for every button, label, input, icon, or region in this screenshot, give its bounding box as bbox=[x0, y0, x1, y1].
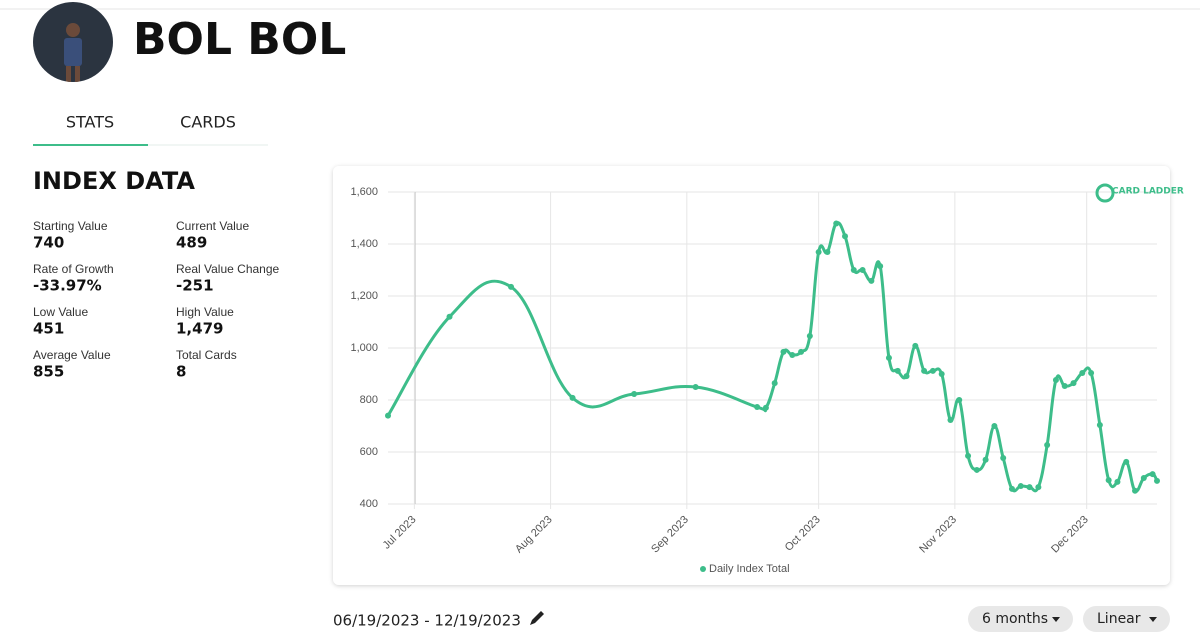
y-tick-label: 1,000 bbox=[350, 342, 378, 354]
legend-label: Daily Index Total bbox=[709, 563, 790, 575]
period-label: 6 months bbox=[982, 611, 1048, 627]
data-point bbox=[1026, 484, 1033, 491]
data-point bbox=[1079, 369, 1086, 376]
data-point bbox=[771, 380, 778, 387]
data-point bbox=[842, 233, 849, 240]
data-point bbox=[938, 371, 945, 377]
data-point bbox=[956, 397, 963, 403]
data-point bbox=[1140, 475, 1147, 481]
data-point bbox=[631, 391, 638, 398]
data-point bbox=[1123, 458, 1130, 465]
data-point bbox=[815, 249, 822, 256]
stat-label: Rate of Growth bbox=[33, 262, 114, 276]
chart-card bbox=[333, 166, 1170, 585]
data-point bbox=[1044, 441, 1051, 448]
y-tick-label: 1,400 bbox=[350, 238, 378, 250]
stat-label: Average Value bbox=[33, 348, 111, 362]
data-point bbox=[877, 263, 884, 270]
y-tick-label: 400 bbox=[360, 498, 378, 510]
data-point bbox=[569, 394, 576, 401]
data-point bbox=[833, 220, 840, 227]
stat-label: Total Cards bbox=[176, 348, 237, 362]
data-point bbox=[798, 348, 805, 355]
data-point bbox=[1070, 380, 1077, 387]
stat-label: Low Value bbox=[33, 305, 88, 319]
edit-icon[interactable] bbox=[530, 611, 544, 625]
stat-value: 8 bbox=[176, 363, 186, 381]
data-point bbox=[1149, 471, 1156, 478]
y-tick-label: 800 bbox=[360, 394, 378, 406]
data-point bbox=[921, 367, 928, 374]
data-point bbox=[1132, 487, 1139, 494]
data-point bbox=[780, 348, 787, 355]
section-title: INDEX DATA bbox=[33, 167, 195, 195]
data-point bbox=[929, 367, 936, 374]
data-point bbox=[1096, 421, 1103, 428]
stat-value: 1,479 bbox=[176, 320, 223, 338]
caret bbox=[1149, 617, 1157, 622]
stat-value: 855 bbox=[33, 363, 64, 381]
logo-text: CARD LADDER bbox=[1112, 187, 1184, 197]
caret bbox=[1052, 617, 1060, 622]
data-point bbox=[806, 333, 813, 340]
data-point bbox=[885, 354, 892, 361]
data-point bbox=[947, 417, 954, 424]
y-tick-label: 600 bbox=[360, 446, 378, 458]
data-point bbox=[754, 404, 761, 411]
data-point bbox=[894, 367, 901, 374]
data-point bbox=[824, 249, 831, 256]
tab[interactable]: STATS bbox=[66, 113, 114, 132]
data-point bbox=[982, 456, 989, 463]
scale-select[interactable] bbox=[1083, 606, 1170, 632]
data-point bbox=[991, 423, 998, 429]
data-point bbox=[1052, 376, 1059, 383]
data-point bbox=[508, 283, 515, 290]
data-point bbox=[1088, 369, 1095, 376]
avatar bbox=[33, 2, 113, 82]
data-point bbox=[1105, 477, 1112, 484]
data-point bbox=[912, 342, 919, 349]
tab[interactable]: CARDS bbox=[180, 113, 236, 132]
stat-value: -251 bbox=[176, 277, 214, 295]
data-point bbox=[762, 404, 769, 411]
data-point bbox=[868, 277, 875, 284]
y-tick-label: 1,600 bbox=[350, 186, 378, 198]
stat-value: -33.97% bbox=[33, 277, 102, 295]
legend-swatch bbox=[700, 566, 706, 572]
data-point bbox=[1017, 483, 1024, 490]
stat-label: Starting Value bbox=[33, 219, 108, 233]
data-point bbox=[973, 466, 980, 473]
data-point bbox=[1000, 454, 1007, 461]
data-point bbox=[1114, 478, 1121, 485]
data-point bbox=[446, 313, 453, 320]
data-point bbox=[903, 373, 910, 380]
logo-mark bbox=[1095, 183, 1115, 203]
stat-label: Real Value Change bbox=[176, 262, 280, 276]
y-tick-label: 1,200 bbox=[350, 290, 378, 302]
data-point bbox=[692, 384, 699, 390]
stat-value: 740 bbox=[33, 234, 64, 252]
stat-label: High Value bbox=[176, 305, 234, 319]
stat-value: 489 bbox=[176, 234, 207, 252]
data-point bbox=[1154, 477, 1160, 484]
data-point bbox=[789, 352, 796, 359]
data-point bbox=[965, 452, 972, 459]
period-select[interactable] bbox=[968, 606, 1073, 632]
player-name: BOL BOL bbox=[133, 14, 346, 65]
data-point bbox=[850, 267, 857, 273]
data-point bbox=[1061, 382, 1068, 389]
data-point bbox=[859, 267, 866, 273]
data-point bbox=[385, 412, 391, 419]
scale-label: Linear bbox=[1097, 611, 1141, 627]
stat-value: 451 bbox=[33, 320, 64, 338]
data-point bbox=[1008, 485, 1015, 492]
date-range: 06/19/2023 - 12/19/2023 bbox=[333, 612, 521, 630]
stat-label: Current Value bbox=[176, 219, 249, 233]
data-point bbox=[1035, 484, 1042, 491]
